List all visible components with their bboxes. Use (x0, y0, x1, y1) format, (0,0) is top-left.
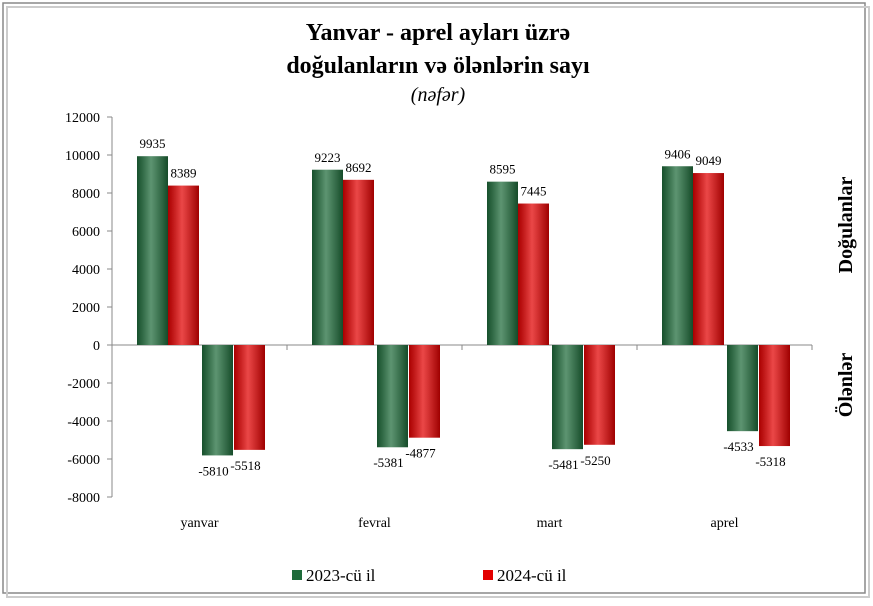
y-tick-label: 10000 (65, 149, 100, 164)
bar-shine (518, 203, 549, 345)
bar-shine (759, 345, 790, 447)
bar-shine (137, 156, 168, 345)
bar-shine (343, 179, 374, 345)
bar-shine (552, 345, 583, 450)
y-tick-label: -4000 (67, 415, 100, 430)
side-label: Ölənlər (834, 353, 857, 418)
side-label: Doğulanlar (835, 177, 857, 274)
y-tick-label: 4000 (72, 263, 100, 278)
value-label: -5381 (373, 455, 403, 470)
bar-shine (377, 345, 408, 448)
chart-subtitle: doğulanların və ölənlərin sayı (286, 53, 590, 79)
legend-label: 2023-cü il (306, 566, 376, 585)
y-tick-label: -2000 (67, 377, 100, 392)
value-label: -5810 (198, 463, 228, 478)
value-label: 9935 (140, 136, 166, 151)
bar-shine (662, 166, 693, 345)
legend-swatch (483, 570, 493, 580)
value-label: 9223 (315, 150, 341, 165)
value-label: 9049 (696, 153, 722, 168)
x-tick-label: fevral (358, 516, 391, 531)
frame-shadow (6, 6, 870, 598)
y-tick-label: 12000 (65, 111, 100, 126)
x-tick-label: mart (537, 516, 563, 531)
value-label: 7445 (521, 184, 547, 199)
value-label: -4533 (723, 439, 753, 454)
x-tick-label: aprel (711, 516, 739, 531)
y-tick-label: 8000 (72, 187, 100, 202)
bar-shine (312, 169, 343, 345)
value-label: 9406 (665, 146, 692, 161)
y-tick-label: 0 (93, 339, 100, 354)
bar-shine (727, 345, 758, 432)
chart-title: Yanvar - aprel ayları üzrə (306, 20, 570, 46)
bar-shine (409, 345, 440, 438)
bar-shine (234, 345, 265, 450)
value-label: -5318 (755, 454, 785, 469)
y-tick-label: 2000 (72, 301, 100, 316)
y-tick-label: -6000 (67, 453, 100, 468)
value-label: -4877 (405, 446, 436, 461)
bar-shine (584, 345, 615, 445)
x-tick-label: yanvar (180, 516, 218, 531)
value-label: 8389 (171, 166, 197, 181)
unit-label: (nəfər) (411, 84, 466, 106)
y-tick-label: 6000 (72, 225, 100, 240)
legend-label: 2024-cü il (497, 566, 567, 585)
value-label: 8595 (490, 162, 516, 177)
value-label: -5518 (230, 458, 260, 473)
bar-shine (487, 181, 518, 345)
y-tick-label: -8000 (67, 491, 100, 506)
bar-shine (168, 185, 199, 345)
value-label: -5481 (548, 457, 578, 472)
value-label: -5250 (580, 453, 610, 468)
bar-shine (693, 173, 724, 345)
legend-swatch (292, 570, 302, 580)
bar-shine (202, 345, 233, 456)
value-label: 8692 (346, 160, 372, 175)
